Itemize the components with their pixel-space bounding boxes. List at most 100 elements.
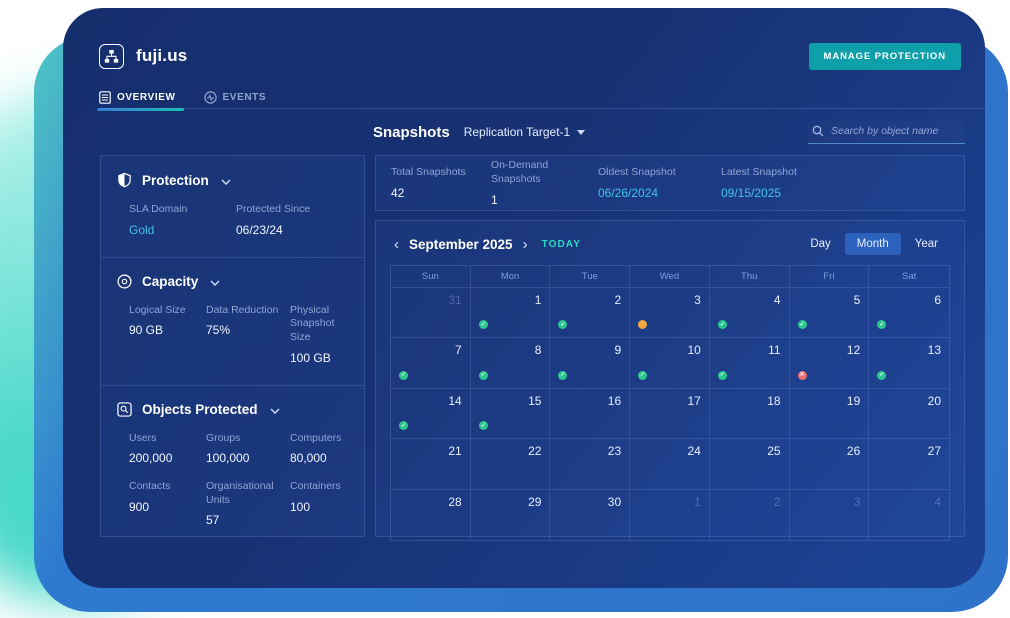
objects-protected-section-header[interactable]: Objects Protected: [117, 402, 348, 417]
object-search-icon: [117, 401, 132, 417]
calendar-day-cell[interactable]: 10 ✓: [630, 338, 710, 389]
calendar-day-cell[interactable]: 8 ✓: [470, 338, 551, 389]
snapshot-dot-success-icon[interactable]: ✓: [638, 370, 648, 380]
calendar-view-day[interactable]: Day: [798, 233, 842, 255]
chevron-down-icon[interactable]: [270, 408, 280, 414]
today-button[interactable]: TODAY: [541, 238, 581, 250]
calendar-day-cell[interactable]: 1 ✓: [470, 288, 551, 339]
calendar-day-cell[interactable]: 3: [630, 288, 710, 339]
section-title: Capacity: [142, 273, 199, 289]
calendar-day-cell[interactable]: 24: [630, 439, 710, 490]
calendar-day-cell[interactable]: 9 ✓: [550, 338, 631, 389]
field-value[interactable]: 06/26/2024: [598, 186, 659, 201]
day-number: 2: [614, 293, 622, 307]
snapshot-dot-success-icon[interactable]: ✓: [478, 370, 488, 380]
calendar-day-cell[interactable]: 16: [550, 388, 631, 440]
calendar-day-cell[interactable]: 4 ✓: [709, 288, 790, 339]
calendar-day-cell[interactable]: 6 ✓: [869, 288, 949, 339]
field-computers: Computers 80,000: [290, 432, 348, 466]
calendar-day-cell[interactable]: 18: [709, 388, 790, 440]
calendar-day-cell[interactable]: 14 ✓: [391, 388, 471, 440]
calendar-day-cell[interactable]: 7 ✓: [391, 338, 471, 389]
snapshot-dot-success-icon[interactable]: ✓: [399, 421, 408, 431]
snapshot-dot-success-icon[interactable]: ✓: [558, 370, 568, 380]
calendar-day-cell[interactable]: 27: [869, 439, 949, 490]
day-number: 14: [448, 393, 462, 408]
field-protected-since: Protected Since 06/23/24: [236, 203, 348, 237]
snapshot-dot-error-icon[interactable]: ✕: [797, 370, 807, 380]
snapshot-dot-warning-icon[interactable]: [638, 320, 648, 330]
calendar-day-cell[interactable]: 4: [869, 490, 949, 540]
activity-pulse-icon: [203, 90, 217, 104]
tab-events[interactable]: EVENTS: [203, 86, 267, 108]
calendar-day-cell[interactable]: 12 ✕: [789, 338, 870, 389]
calendar-day-cell[interactable]: 13 ✓: [869, 338, 949, 389]
calendar-day-cell[interactable]: 25: [709, 439, 790, 490]
field-value: 900: [129, 499, 150, 514]
calendar-day-cell[interactable]: 29: [471, 489, 551, 540]
calendar-day-cell[interactable]: 5 ✓: [789, 288, 870, 339]
snapshot-dot-success-icon[interactable]: ✓: [399, 370, 408, 380]
field-latest-snapshot: Latest Snapshot 09/15/2025: [721, 166, 797, 201]
day-number: 25: [767, 444, 781, 459]
calendar-day-cell[interactable]: 1: [630, 489, 710, 540]
next-month-button[interactable]: ›: [522, 235, 528, 253]
manage-protection-button[interactable]: MANAGE PROTECTION: [808, 42, 961, 70]
field-value: 06/23/24: [236, 222, 283, 237]
snapshot-dot-success-icon[interactable]: ✓: [717, 370, 727, 380]
calendar-day-cell[interactable]: 2: [710, 489, 790, 540]
field-containers: Containers 100: [290, 480, 348, 527]
calendar-day-cell[interactable]: 21: [391, 439, 471, 490]
capacity-fields: Logical Size 90 GB Data Reduction 75% Physic…: [117, 304, 348, 365]
snapshot-dot-success-icon[interactable]: ✓: [558, 320, 568, 330]
calendar-cells: 31 1 ✓ 2 ✓ 3 4 ✓ 5 ✓ 6 ✓ 7 ✓ 8 ✓ 9 ✓ 10 ✓ 11 ✓ 12 ✕ 13 ✓ 14 ✓ 15 ✓ 16 1…: [391, 288, 949, 540]
calendar-day-cell[interactable]: 15 ✓: [470, 388, 551, 440]
snapshot-dot-success-icon[interactable]: ✓: [877, 370, 887, 380]
field-value: 200,000: [129, 451, 173, 466]
day-header-fri: Fri: [789, 266, 870, 288]
calendar-day-cell[interactable]: 22: [470, 439, 551, 490]
calendar-day-cell[interactable]: 28: [391, 489, 471, 540]
calendar-day-cell[interactable]: 2 ✓: [550, 288, 631, 339]
calendar-day-cell[interactable]: 19: [789, 388, 870, 440]
protection-section-header[interactable]: Protection: [117, 172, 348, 188]
snapshot-dot-success-icon[interactable]: ✓: [797, 320, 807, 330]
calendar-day-cell[interactable]: 26: [789, 439, 870, 490]
calendar-view-month[interactable]: Month: [844, 233, 901, 255]
field-label: Oldest Snapshot: [598, 165, 676, 178]
calendar-day-cell[interactable]: 11 ✓: [709, 338, 790, 389]
field-label: Organisational Units: [206, 480, 274, 506]
protection-fields: SLA Domain Gold Protected Since 06/23/24: [117, 203, 348, 237]
field-value[interactable]: Gold: [129, 222, 155, 237]
prev-month-button[interactable]: ‹: [394, 235, 399, 253]
calendar-grid: Sun Mon Tue Wed Thu Fri Sat 31 1 ✓ 2 ✓ 3 4 ✓ 5 ✓ 6 ✓ 7 ✓ 8 ✓ 9…: [390, 265, 950, 541]
calendar-day-cell[interactable]: 30: [550, 489, 631, 540]
snapshot-dot-success-icon[interactable]: ✓: [877, 320, 887, 330]
search-input[interactable]: [831, 124, 963, 137]
capacity-section-header[interactable]: Capacity: [117, 274, 348, 289]
calendar-day-cell[interactable]: 3: [790, 489, 870, 540]
field-label: Containers: [290, 480, 341, 493]
field-label: Users: [129, 431, 157, 444]
field-value: 90 GB: [129, 323, 164, 338]
disk-icon: [117, 274, 132, 289]
calendar-view-year[interactable]: Year: [903, 233, 950, 255]
day-header-sat: Sat: [869, 266, 949, 288]
calendar-day-cell[interactable]: 17: [630, 388, 710, 440]
day-number: 5: [853, 293, 861, 307]
replication-target-dropdown[interactable]: Replication Target-1: [464, 125, 586, 139]
calendar-day-cell[interactable]: 20: [869, 389, 949, 440]
chevron-down-icon[interactable]: [221, 179, 231, 185]
day-number: 6: [934, 293, 941, 307]
snapshot-dot-success-icon[interactable]: ✓: [717, 320, 727, 330]
field-value[interactable]: 09/15/2025: [721, 186, 782, 201]
day-number: 4: [934, 494, 941, 509]
tab-overview[interactable]: OVERVIEW: [97, 86, 184, 111]
tab-bar: OVERVIEW EVENTS: [97, 86, 985, 111]
calendar-day-cell[interactable]: 23: [550, 439, 631, 490]
snapshot-dot-success-icon[interactable]: ✓: [478, 421, 488, 431]
day-number: 12: [846, 343, 861, 358]
chevron-down-icon[interactable]: [210, 280, 220, 286]
snapshot-dot-success-icon[interactable]: ✓: [478, 320, 488, 330]
calendar-day-cell[interactable]: 31: [391, 288, 471, 339]
